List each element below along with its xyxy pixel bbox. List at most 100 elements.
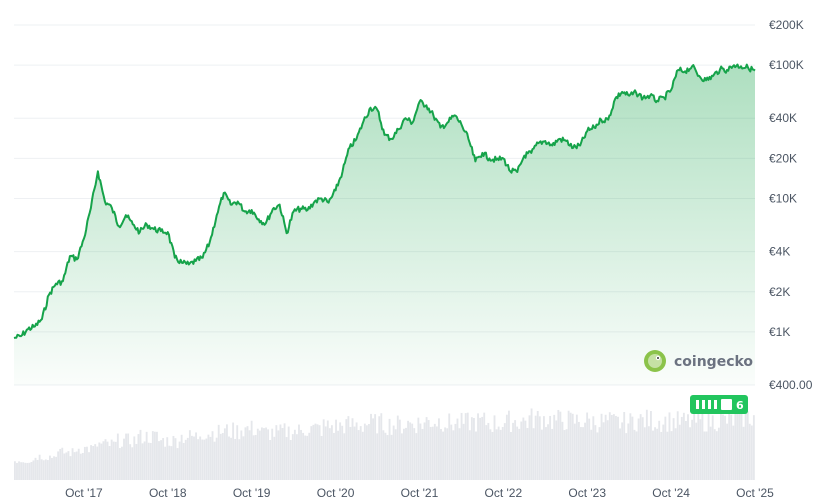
volume-bar <box>300 429 302 480</box>
x-tick-label: Oct '20 <box>317 486 355 500</box>
volume-bar <box>137 434 140 480</box>
volume-bar <box>705 431 708 480</box>
volume-bar <box>156 431 158 480</box>
volume-bar <box>112 441 115 480</box>
volume-bar <box>400 433 403 480</box>
volume-bar <box>57 451 60 480</box>
volume-bar <box>149 442 152 480</box>
volume-bar <box>209 436 212 480</box>
volume-bar <box>246 426 249 480</box>
volume-bar <box>86 446 88 480</box>
volume-bar <box>153 431 156 480</box>
volume-bar <box>652 430 654 480</box>
volume-bar <box>656 428 659 480</box>
volume-bar <box>577 421 580 480</box>
volume-bar <box>38 454 41 480</box>
volume-bar <box>615 415 617 480</box>
volume-bar <box>528 415 531 480</box>
volume-bar <box>473 417 475 480</box>
volume-bar <box>602 422 605 480</box>
volume-bar <box>314 423 317 480</box>
volume-bar <box>203 439 206 480</box>
volume-bar <box>337 430 340 480</box>
volume-bar <box>349 426 352 480</box>
volume-bar <box>293 429 296 480</box>
volume-bar <box>425 417 428 480</box>
volume-bar <box>308 432 311 480</box>
volume-bar <box>717 427 720 480</box>
volume-bar <box>610 414 613 480</box>
volume-bar <box>689 427 691 480</box>
volume-bar <box>464 413 467 480</box>
volume-bar <box>63 453 66 480</box>
volume-bar <box>413 428 416 480</box>
volume-bar <box>22 462 25 480</box>
volume-bar <box>549 415 552 480</box>
volume-bar <box>353 426 356 480</box>
volume-bar <box>654 427 656 480</box>
volume-bar <box>415 433 418 480</box>
volume-bar <box>730 414 733 480</box>
volume-bar <box>330 425 333 480</box>
volume-bar <box>744 411 747 480</box>
volume-bar <box>518 428 521 480</box>
volume-bar <box>726 423 729 480</box>
volume-bar <box>497 426 500 480</box>
volume-bar <box>672 418 675 480</box>
volume-bar <box>359 426 362 480</box>
volume-bar <box>226 424 228 480</box>
volume-bar <box>180 434 183 480</box>
volume-bar <box>374 414 377 480</box>
volume-bar <box>116 433 119 480</box>
volume-bar <box>450 424 453 480</box>
volume-bar <box>162 438 165 480</box>
volume-bar <box>571 413 574 480</box>
volume-bar <box>88 452 90 480</box>
volume-bar <box>728 411 731 480</box>
volume-bar <box>493 415 496 480</box>
volume-bar <box>489 429 492 480</box>
volume-bar <box>98 442 101 480</box>
volume-bar <box>685 421 687 480</box>
volume-bar <box>499 429 502 480</box>
volume-bar <box>24 462 27 480</box>
volume-bar <box>384 432 387 480</box>
volume-bar <box>662 424 665 480</box>
volume-bar <box>18 461 20 480</box>
volume-bar <box>20 462 23 480</box>
volume-bar <box>512 422 514 480</box>
volume-bar <box>125 433 127 480</box>
volume-bar <box>372 418 374 480</box>
volume-bar <box>658 420 661 480</box>
volume-bar <box>678 424 681 480</box>
volume-bar <box>223 428 226 480</box>
volume-bar <box>604 414 607 480</box>
volume-bar <box>695 422 698 480</box>
volume-badge[interactable]: 6 <box>690 395 748 414</box>
volume-bar <box>104 439 107 480</box>
volume-bar <box>462 423 465 480</box>
volume-bar <box>645 409 648 480</box>
volume-bar <box>398 419 401 480</box>
volume-bar <box>172 435 175 480</box>
volume-bar <box>81 453 84 480</box>
volume-bar <box>361 431 364 480</box>
volume-bar <box>26 462 29 480</box>
volume-bar <box>707 411 710 480</box>
volume-bar <box>625 433 628 480</box>
volume-bar <box>417 417 420 480</box>
volume-bar <box>590 429 593 480</box>
volume-bar <box>378 416 381 480</box>
volume-bar <box>639 414 642 480</box>
volume-bar <box>108 446 111 480</box>
volume-bar <box>127 433 130 480</box>
volume-bar <box>382 430 385 480</box>
volume-bar <box>199 436 202 480</box>
volume-bar <box>557 409 560 480</box>
volume-bar <box>715 431 718 480</box>
volume-bar <box>114 441 117 480</box>
volume-bar <box>232 422 235 480</box>
volume-bar <box>283 423 286 480</box>
y-tick-label: €40K <box>769 111 797 125</box>
volume-bar <box>540 429 543 480</box>
